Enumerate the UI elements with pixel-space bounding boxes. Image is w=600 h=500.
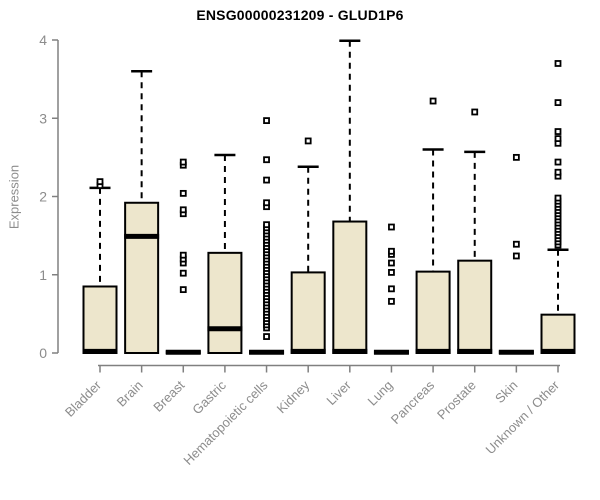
outlier-point xyxy=(512,240,520,248)
outlier-point xyxy=(388,247,395,255)
outlier-point xyxy=(554,135,562,142)
y-tick-label: 4 xyxy=(39,32,47,48)
box-iqr xyxy=(540,313,576,354)
x-tick-label: Skin xyxy=(492,378,520,406)
outlier-point xyxy=(554,60,562,67)
outlier-point xyxy=(179,286,187,294)
outlier-point xyxy=(179,251,187,259)
outlier-point xyxy=(554,99,562,106)
y-axis-title: Expression xyxy=(6,164,22,230)
outlier-point xyxy=(179,206,187,214)
outlier-point xyxy=(554,128,562,135)
box-iqr xyxy=(207,251,243,354)
x-tick-label: Bladder xyxy=(62,377,105,420)
outlier-point xyxy=(512,252,520,260)
outlier-point xyxy=(263,333,270,340)
outlier-point xyxy=(263,117,270,124)
outlier-point xyxy=(471,108,479,116)
outlier-point xyxy=(179,158,187,166)
x-tick-label: Brain xyxy=(114,378,146,410)
outlier-point xyxy=(263,199,270,207)
outlier-point xyxy=(388,259,395,267)
outlier-point xyxy=(263,176,270,184)
outlier-point xyxy=(554,194,562,202)
box-iqr xyxy=(124,201,160,354)
outlier-point xyxy=(554,168,562,176)
x-tick-label: Kidney xyxy=(274,377,313,416)
outlier-point xyxy=(429,97,437,105)
x-tick-label: Pancreas xyxy=(388,377,438,427)
x-tick-label: Unknown / Other xyxy=(483,377,563,457)
outlier-point xyxy=(554,158,562,166)
x-tick-label: Lung xyxy=(365,378,396,409)
y-tick-label: 0 xyxy=(39,345,47,361)
y-tick-label: 1 xyxy=(39,267,47,283)
x-tick-label: Prostate xyxy=(434,378,479,423)
box-iqr xyxy=(332,220,368,354)
x-tick-label: Liver xyxy=(323,377,354,408)
outlier-point xyxy=(179,269,187,277)
outlier-point xyxy=(304,137,312,145)
outlier-point xyxy=(263,156,270,164)
outlier-point xyxy=(512,153,520,161)
outlier-point xyxy=(263,221,270,229)
y-tick-label: 2 xyxy=(39,189,47,205)
chart-title: ENSG00000231209 - GLUD1P6 xyxy=(196,7,404,23)
outlier-point xyxy=(388,297,395,305)
box-iqr xyxy=(82,285,118,354)
box-iqr xyxy=(457,259,493,355)
x-tick-label: Gastric xyxy=(189,377,229,417)
outlier-point xyxy=(179,189,187,197)
outlier-point xyxy=(388,285,395,293)
y-tick-label: 3 xyxy=(39,110,47,126)
outlier-point xyxy=(388,223,395,231)
outlier-point xyxy=(388,269,395,276)
x-tick-label: Breast xyxy=(150,377,187,414)
outlier-point xyxy=(96,178,104,186)
box-iqr xyxy=(415,270,451,354)
box-iqr xyxy=(290,271,326,354)
